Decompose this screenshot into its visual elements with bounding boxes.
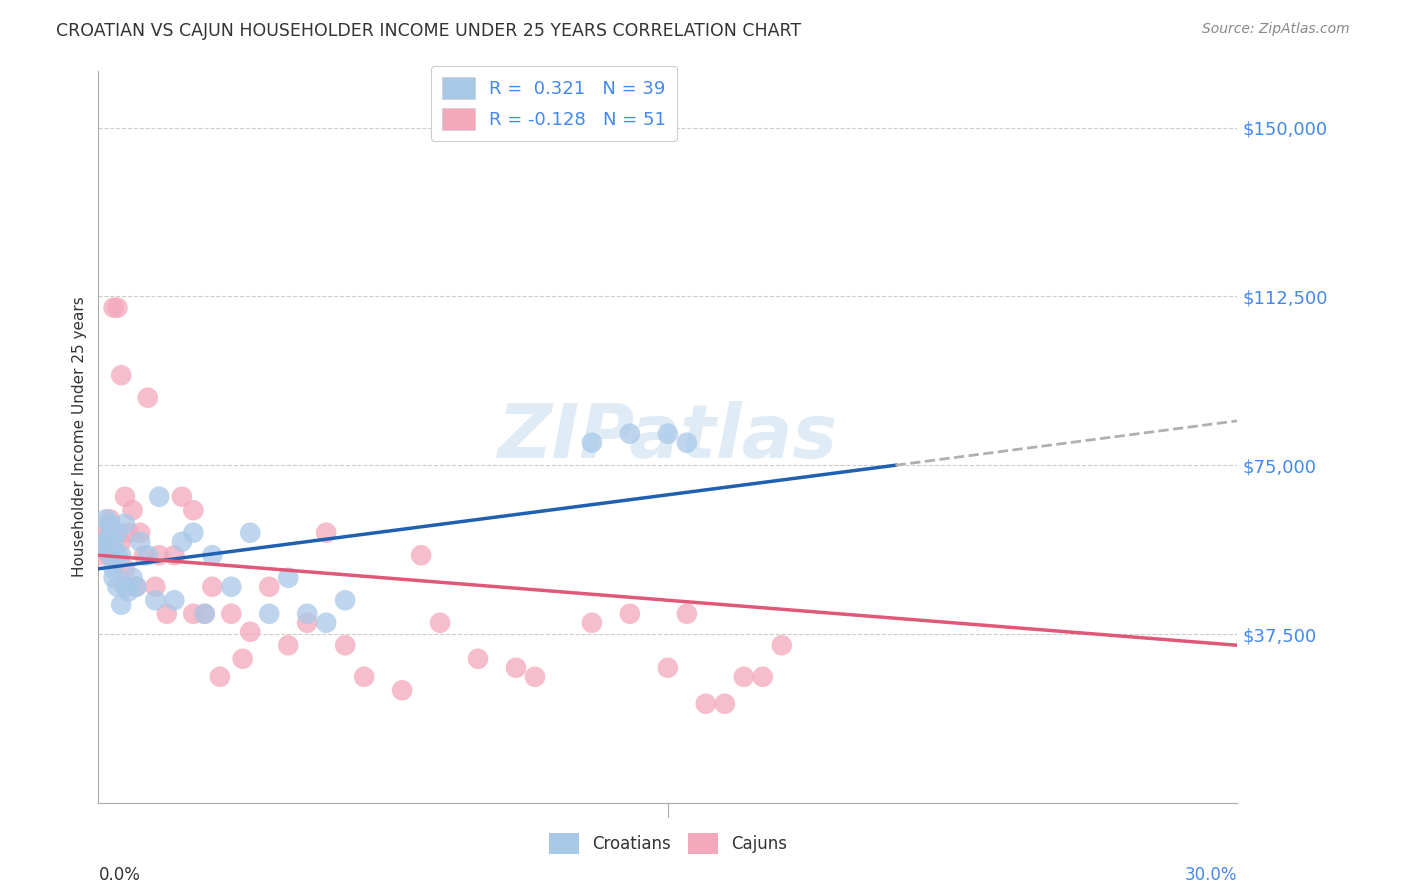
Point xyxy=(91,548,114,562)
Point xyxy=(183,607,205,621)
Point xyxy=(125,580,148,594)
Point xyxy=(391,683,413,698)
Point xyxy=(619,607,641,621)
Point xyxy=(619,426,641,441)
Point xyxy=(411,548,433,562)
Point xyxy=(259,580,281,594)
Point xyxy=(170,534,193,549)
Point xyxy=(201,580,224,594)
Point xyxy=(94,525,117,540)
Point xyxy=(103,562,125,576)
Point xyxy=(148,548,170,562)
Point xyxy=(297,615,319,630)
Point xyxy=(657,426,679,441)
Point xyxy=(98,548,121,562)
Legend: Croatians, Cajuns: Croatians, Cajuns xyxy=(543,827,793,860)
Point xyxy=(277,638,299,652)
Point xyxy=(221,607,243,621)
Point xyxy=(110,368,132,383)
Point xyxy=(121,503,143,517)
Point xyxy=(315,525,337,540)
Point xyxy=(505,661,527,675)
Point xyxy=(208,670,231,684)
Point xyxy=(145,580,167,594)
Point xyxy=(94,534,117,549)
Point xyxy=(163,548,186,562)
Text: 0.0%: 0.0% xyxy=(98,866,141,884)
Point xyxy=(183,525,205,540)
Point xyxy=(136,548,159,562)
Point xyxy=(714,697,737,711)
Point xyxy=(129,525,152,540)
Point xyxy=(695,697,717,711)
Point xyxy=(118,584,141,599)
Text: CROATIAN VS CAJUN HOUSEHOLDER INCOME UNDER 25 YEARS CORRELATION CHART: CROATIAN VS CAJUN HOUSEHOLDER INCOME UND… xyxy=(56,22,801,40)
Point xyxy=(103,571,125,585)
Point xyxy=(676,607,699,621)
Point xyxy=(581,435,603,450)
Point xyxy=(107,548,129,562)
Point xyxy=(107,525,129,540)
Point xyxy=(335,638,357,652)
Point xyxy=(201,548,224,562)
Point xyxy=(163,593,186,607)
Point xyxy=(194,607,217,621)
Point xyxy=(129,534,152,549)
Point xyxy=(107,525,129,540)
Point xyxy=(103,301,125,315)
Point xyxy=(148,490,170,504)
Point xyxy=(183,503,205,517)
Point xyxy=(657,661,679,675)
Point xyxy=(136,391,159,405)
Point xyxy=(194,607,217,621)
Point xyxy=(107,301,129,315)
Point xyxy=(315,615,337,630)
Point xyxy=(429,615,451,630)
Point xyxy=(297,607,319,621)
Point xyxy=(132,548,155,562)
Point xyxy=(98,512,121,526)
Point xyxy=(467,652,489,666)
Point xyxy=(145,593,167,607)
Point xyxy=(221,580,243,594)
Point xyxy=(676,435,699,450)
Y-axis label: Householder Income Under 25 years: Householder Income Under 25 years xyxy=(72,297,87,577)
Point xyxy=(232,652,254,666)
Text: ZIPatlas: ZIPatlas xyxy=(498,401,838,474)
Point xyxy=(239,624,262,639)
Point xyxy=(114,562,136,576)
Point xyxy=(114,516,136,531)
Point xyxy=(118,525,141,540)
Point xyxy=(103,534,125,549)
Point xyxy=(752,670,775,684)
Point xyxy=(125,580,148,594)
Point xyxy=(259,607,281,621)
Point xyxy=(114,580,136,594)
Point xyxy=(353,670,375,684)
Point xyxy=(94,512,117,526)
Point xyxy=(110,548,132,562)
Point xyxy=(239,525,262,540)
Point xyxy=(335,593,357,607)
Point xyxy=(98,548,121,562)
Point xyxy=(581,615,603,630)
Point xyxy=(91,539,114,553)
Point xyxy=(733,670,755,684)
Point xyxy=(524,670,547,684)
Point xyxy=(170,490,193,504)
Point xyxy=(121,571,143,585)
Point xyxy=(110,534,132,549)
Point xyxy=(156,607,179,621)
Text: Source: ZipAtlas.com: Source: ZipAtlas.com xyxy=(1202,22,1350,37)
Point xyxy=(110,598,132,612)
Point xyxy=(770,638,793,652)
Point xyxy=(107,580,129,594)
Point xyxy=(98,516,121,531)
Point xyxy=(277,571,299,585)
Text: 30.0%: 30.0% xyxy=(1185,866,1237,884)
Point xyxy=(114,490,136,504)
Point xyxy=(98,525,121,540)
